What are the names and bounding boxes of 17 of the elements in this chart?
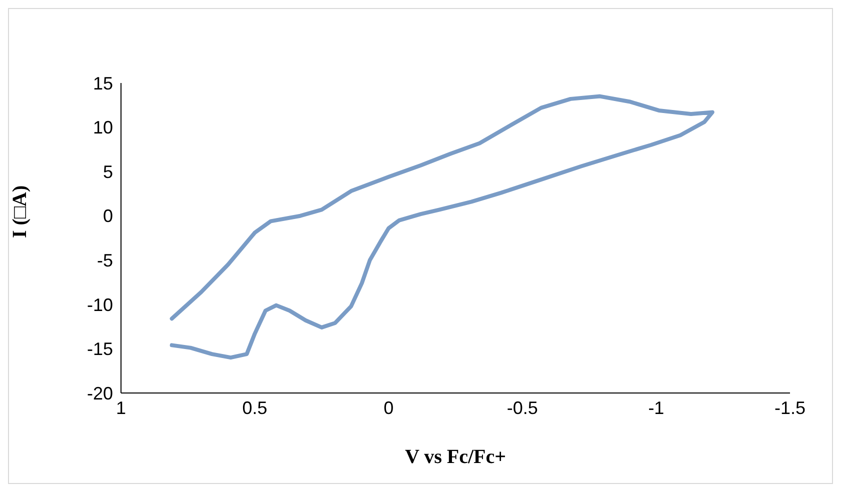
x-tick-label: 0: [384, 398, 394, 418]
y-tick-label: 0: [102, 206, 113, 226]
y-tick-label: -20: [86, 383, 113, 404]
x-tick-label: 1: [116, 398, 126, 418]
x-tick-label: -1.5: [774, 398, 806, 418]
y-axis-title: I (□A): [9, 185, 32, 238]
y-tick-label: 10: [92, 118, 113, 138]
x-tick-label: 0.5: [242, 398, 268, 418]
x-tick-label: -1: [648, 398, 664, 418]
y-tick-label: -15: [86, 339, 113, 360]
y-tick-label: 5: [102, 162, 113, 182]
x-axis-title: V vs Fc/Fc+: [404, 446, 506, 468]
y-tick-label: 15: [92, 73, 113, 94]
y-tick-label: -5: [96, 250, 113, 271]
y-tick-label: -10: [86, 294, 113, 315]
line-series: [170, 94, 714, 360]
x-tick-label: -0.5: [506, 398, 538, 418]
